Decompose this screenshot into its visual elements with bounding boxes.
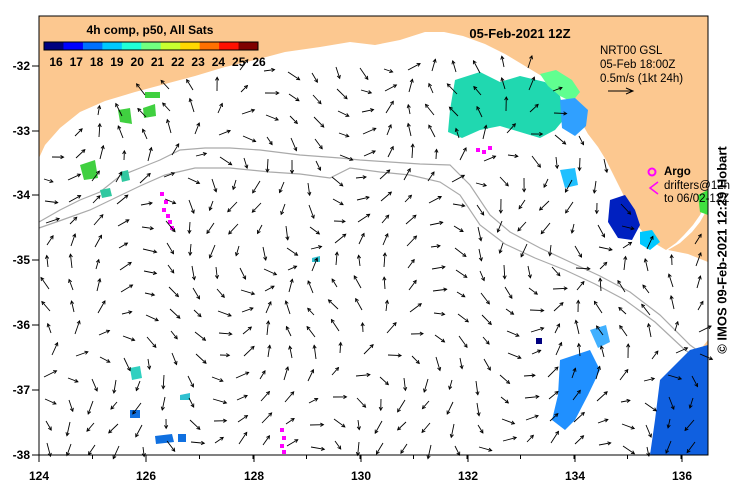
- legend-time: 05-Feb 18:00Z: [600, 59, 675, 71]
- argo-drifter-tracks: [160, 146, 492, 454]
- argo-legend: Argo drifters@12h to 06/02-12Z: [647, 166, 730, 205]
- colorbar-swatch: [44, 42, 64, 50]
- colorbar-swatch: [219, 42, 240, 50]
- colorbar-swatch: [141, 42, 162, 50]
- eyre-peninsula: [668, 208, 708, 262]
- y-tick-label: -33: [13, 124, 31, 138]
- colorbar-swatch: [199, 42, 220, 50]
- argo-label: Argo: [664, 166, 691, 178]
- x-tick-label: 124: [29, 469, 49, 483]
- colorbar-tick-label: 21: [151, 55, 165, 69]
- colorbar-swatch: [160, 42, 181, 50]
- map-frame: [38, 15, 709, 456]
- x-tick-label: 136: [672, 469, 692, 483]
- y-tick-label: -35: [13, 253, 31, 267]
- drifters-date: to 06/02-12Z: [664, 193, 729, 205]
- colorbar-tick-label: 25: [232, 55, 246, 69]
- x-tick-label: 132: [458, 469, 478, 483]
- colorbar-swatch: [102, 42, 123, 50]
- y-axis-latitude: -32 -33 -34 -35 -36 -37 -38: [13, 59, 39, 462]
- colorbar-swatch: [82, 42, 103, 50]
- x-tick-label: 134: [565, 469, 585, 483]
- x-tick-label: 130: [351, 469, 371, 483]
- colorbar-swatch: [63, 42, 84, 50]
- colorbar-tick-label: 23: [191, 55, 205, 69]
- x-tick-label: 126: [136, 469, 156, 483]
- drifters-label: drifters@12h: [664, 180, 730, 192]
- colorbar-tick-label: 22: [171, 55, 185, 69]
- x-axis-longitude: 124 126 128 130 132 134 136: [29, 455, 692, 483]
- y-tick-label: -34: [13, 188, 31, 202]
- legend-scale: 0.5m/s (1kt 24h): [600, 73, 683, 85]
- colorbar-swatch: [121, 42, 142, 50]
- colorbar-tick-label: 19: [110, 55, 124, 69]
- map-date-title: 05-Feb-2021 12Z: [469, 26, 570, 41]
- y-tick-label: -32: [13, 59, 31, 73]
- colorbar-gradient: [44, 42, 259, 50]
- drifter-marker-icon: [648, 181, 659, 195]
- colorbar-swatch: [180, 42, 201, 50]
- colorbar-tick-label: 26: [252, 55, 266, 69]
- colorbar-tick-label: 17: [70, 55, 84, 69]
- colorbar-swatch: [238, 42, 259, 50]
- sst-colorbar: 4h comp, p50, All Sats 16 17 18 19 20 21 22 23 2…: [43, 23, 266, 69]
- colorbar-tick-label: 18: [90, 55, 104, 69]
- colorbar-tick-label: 24: [212, 55, 226, 69]
- argo-marker-icon: [647, 167, 657, 177]
- y-tick-label: -36: [13, 318, 31, 332]
- colorbar-tick-label: 20: [131, 55, 145, 69]
- colorbar-title: 4h comp, p50, All Sats: [87, 23, 214, 37]
- y-tick-label: -38: [13, 448, 31, 462]
- current-scale-legend: NRT00 GSL 05-Feb 18:00Z 0.5m/s (1kt 24h): [600, 45, 683, 95]
- shelf-contour-inner: [38, 167, 709, 366]
- legend-source: NRT00 GSL: [600, 45, 663, 57]
- current-vector-field: [40, 54, 714, 460]
- colorbar-tick-label: 16: [49, 55, 63, 69]
- x-tick-label: 128: [244, 469, 264, 483]
- y-tick-label: -37: [13, 383, 31, 397]
- colorbar-tick-labels: 16 17 18 19 20 21 22 23 24 25 26: [49, 55, 266, 69]
